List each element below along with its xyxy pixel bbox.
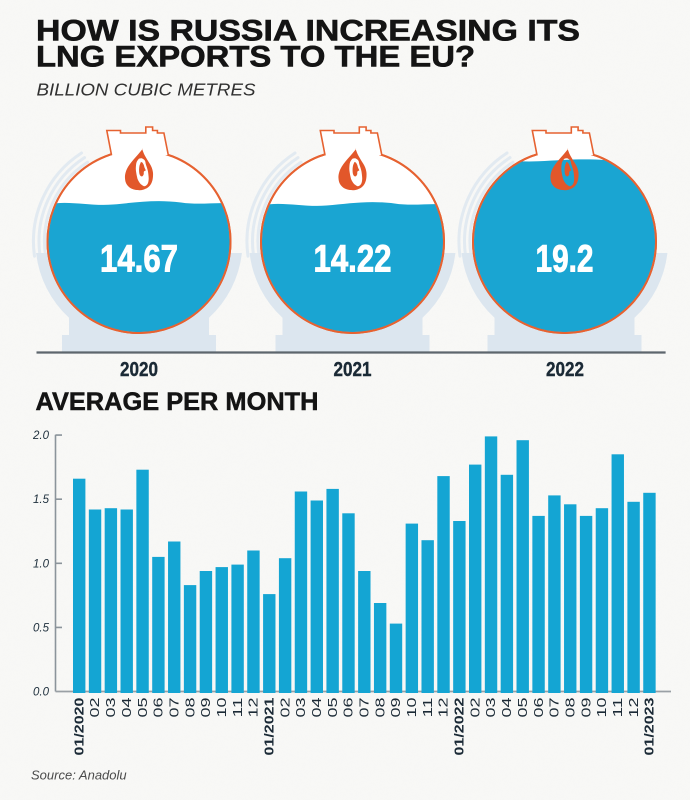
svg-text:12: 12 <box>246 698 261 718</box>
svg-text:2022: 2022 <box>546 359 584 381</box>
svg-text:07: 07 <box>166 698 181 718</box>
svg-text:02: 02 <box>277 698 292 718</box>
svg-text:2021: 2021 <box>334 359 372 381</box>
svg-text:02: 02 <box>87 698 102 718</box>
svg-text:10: 10 <box>594 698 609 718</box>
svg-text:04: 04 <box>309 698 324 718</box>
svg-text:06: 06 <box>151 698 166 718</box>
svg-text:07: 07 <box>357 698 372 718</box>
svg-text:03: 03 <box>293 698 308 718</box>
svg-text:0.5: 0.5 <box>33 622 50 634</box>
svg-text:05: 05 <box>325 698 340 718</box>
svg-text:09: 09 <box>388 698 403 718</box>
svg-text:01/2020: 01/2020 <box>71 698 86 756</box>
svg-text:01/2021: 01/2021 <box>261 698 276 756</box>
svg-text:11: 11 <box>420 698 435 718</box>
svg-text:Source: Anadolu: Source: Anadolu <box>31 767 127 782</box>
svg-text:09: 09 <box>578 698 593 718</box>
svg-text:12: 12 <box>626 698 641 718</box>
svg-text:04: 04 <box>119 698 134 718</box>
svg-text:14.67: 14.67 <box>100 239 178 281</box>
svg-text:2.0: 2.0 <box>32 430 50 442</box>
svg-text:03: 03 <box>103 698 118 718</box>
svg-text:14.22: 14.22 <box>314 239 392 281</box>
svg-text:HOW IS RUSSIA INCREASING ITS: HOW IS RUSSIA INCREASING ITS <box>36 15 580 48</box>
svg-text:1.0: 1.0 <box>33 558 50 570</box>
svg-text:19.2: 19.2 <box>536 239 594 281</box>
svg-text:BILLION CUBIC METRES: BILLION CUBIC METRES <box>37 80 256 100</box>
svg-text:06: 06 <box>341 698 356 718</box>
svg-text:03: 03 <box>483 698 498 718</box>
svg-text:01/2023: 01/2023 <box>642 698 657 756</box>
svg-text:07: 07 <box>547 698 562 718</box>
svg-text:10: 10 <box>214 698 229 718</box>
svg-text:12: 12 <box>436 698 451 718</box>
svg-text:11: 11 <box>610 698 625 718</box>
svg-text:05: 05 <box>515 698 530 718</box>
svg-text:05: 05 <box>135 698 150 718</box>
svg-text:06: 06 <box>531 698 546 718</box>
svg-text:01/2022: 01/2022 <box>452 698 467 756</box>
svg-text:10: 10 <box>404 698 419 718</box>
svg-text:AVERAGE PER MONTH: AVERAGE PER MONTH <box>36 388 319 416</box>
svg-text:04: 04 <box>499 698 514 718</box>
svg-text:LNG EXPORTS TO THE EU?: LNG EXPORTS TO THE EU? <box>36 41 475 74</box>
svg-text:1.5: 1.5 <box>33 494 50 506</box>
svg-text:09: 09 <box>198 698 213 718</box>
svg-text:08: 08 <box>372 698 387 718</box>
svg-text:08: 08 <box>562 698 577 718</box>
svg-text:08: 08 <box>182 698 197 718</box>
svg-text:0.0: 0.0 <box>33 687 50 699</box>
svg-text:2020: 2020 <box>120 359 158 381</box>
svg-text:02: 02 <box>467 698 482 718</box>
svg-text:11: 11 <box>230 698 245 718</box>
